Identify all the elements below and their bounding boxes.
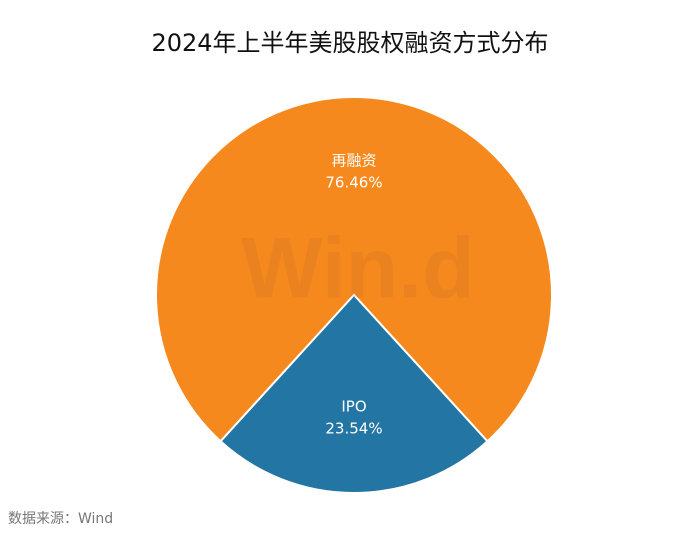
pie-slice <box>155 95 553 443</box>
slice-label: IPO <box>341 397 366 415</box>
chart-title: 2024年上半年美股股权融资方式分布 <box>151 29 548 57</box>
value-label: 76.46% <box>325 174 382 192</box>
slice-label: 再融资 <box>331 152 376 170</box>
pie <box>155 95 553 494</box>
source: 数据来源：Wind <box>8 511 113 527</box>
value-label: 23.54% <box>325 419 382 437</box>
pie-slice <box>219 293 489 494</box>
labels: 再融资 76.46% IPO 23.54% <box>325 152 382 438</box>
watermark: Win.d <box>241 221 474 317</box>
